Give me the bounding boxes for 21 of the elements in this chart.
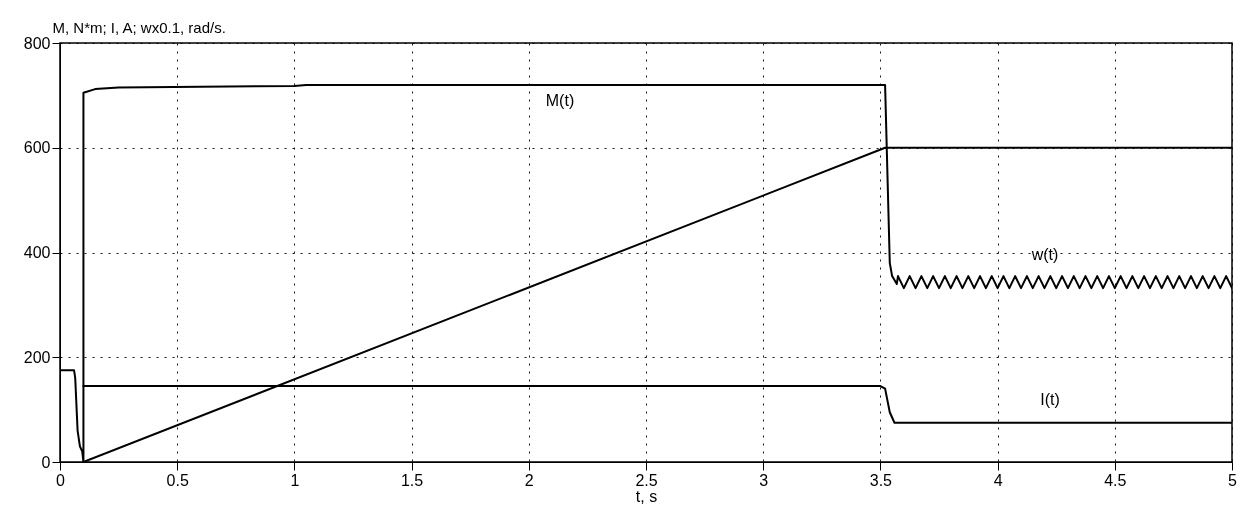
x-tick-label: 3 [759,471,769,489]
y-tick-label: 600 [23,139,51,157]
x-tick-label: 2 [524,471,534,489]
x-tick-label: 0.5 [166,471,189,489]
y-tick-label: 200 [23,348,51,366]
x-tick-label: 1 [290,471,300,489]
y-tick-label: 800 [23,34,51,52]
x-axis-title: t, s [635,487,658,505]
x-tick-label: 5 [1228,471,1238,489]
x-tick-label: 0 [56,471,66,489]
x-tick-label: 1.5 [400,471,424,489]
x-tick-label: 3.5 [869,471,893,489]
annotation: w(t) [1030,246,1059,263]
x-tick-label: 4.5 [1104,471,1127,489]
y-tick-label: 400 [23,244,51,261]
y-tick-label: 0 [41,453,51,471]
x-tick-label: 2.5 [635,471,658,489]
annotation: I(t) [1040,391,1060,408]
annotation: M(t) [545,92,575,109]
x-tick-label: 4 [993,471,1003,489]
y-axis-title: M, N*m; I, A; wx0.1, rad/s. [52,18,226,36]
